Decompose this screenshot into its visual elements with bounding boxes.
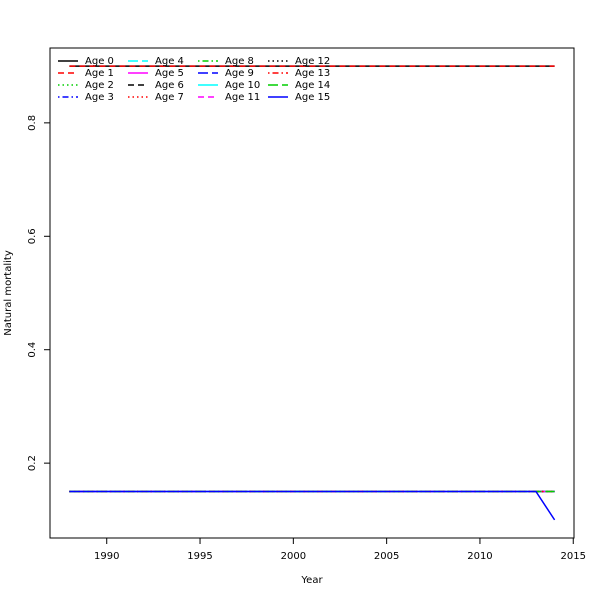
legend-label: Age 15 [295,92,330,103]
legend-label: Age 10 [225,80,260,91]
legend-label: Age 5 [155,68,184,79]
legend-label: Age 12 [295,56,330,67]
legend-label: Age 6 [155,80,184,91]
legend-label: Age 13 [295,68,330,79]
legend-label: Age 4 [155,56,184,67]
x-axis-title: Year [300,575,323,586]
y-tick-label: 0.6 [27,228,38,244]
x-tick-label: 2010 [467,551,492,562]
x-tick-label: 2005 [374,551,399,562]
y-axis-title: Natural mortality [3,250,14,336]
legend-label: Age 2 [85,80,114,91]
x-tick-label: 2000 [281,551,306,562]
x-tick-label: 2015 [561,551,586,562]
series-line [69,490,556,521]
legend-label: Age 14 [295,80,330,91]
plot-frame [49,47,575,539]
legend-label: Age 7 [155,92,184,103]
y-tick-label: 0.8 [27,115,38,131]
x-tick-label: 1990 [94,551,119,562]
legend-label: Age 3 [85,92,114,103]
legend-label: Age 1 [85,68,114,79]
x-tick-label: 1995 [187,551,212,562]
legend-label: Age 11 [225,92,260,103]
y-tick-label: 0.2 [27,455,38,471]
legend-label: Age 9 [225,68,254,79]
y-tick-label: 0.4 [27,342,38,358]
legend-label: Age 0 [85,56,114,67]
legend-label: Age 8 [225,56,254,67]
